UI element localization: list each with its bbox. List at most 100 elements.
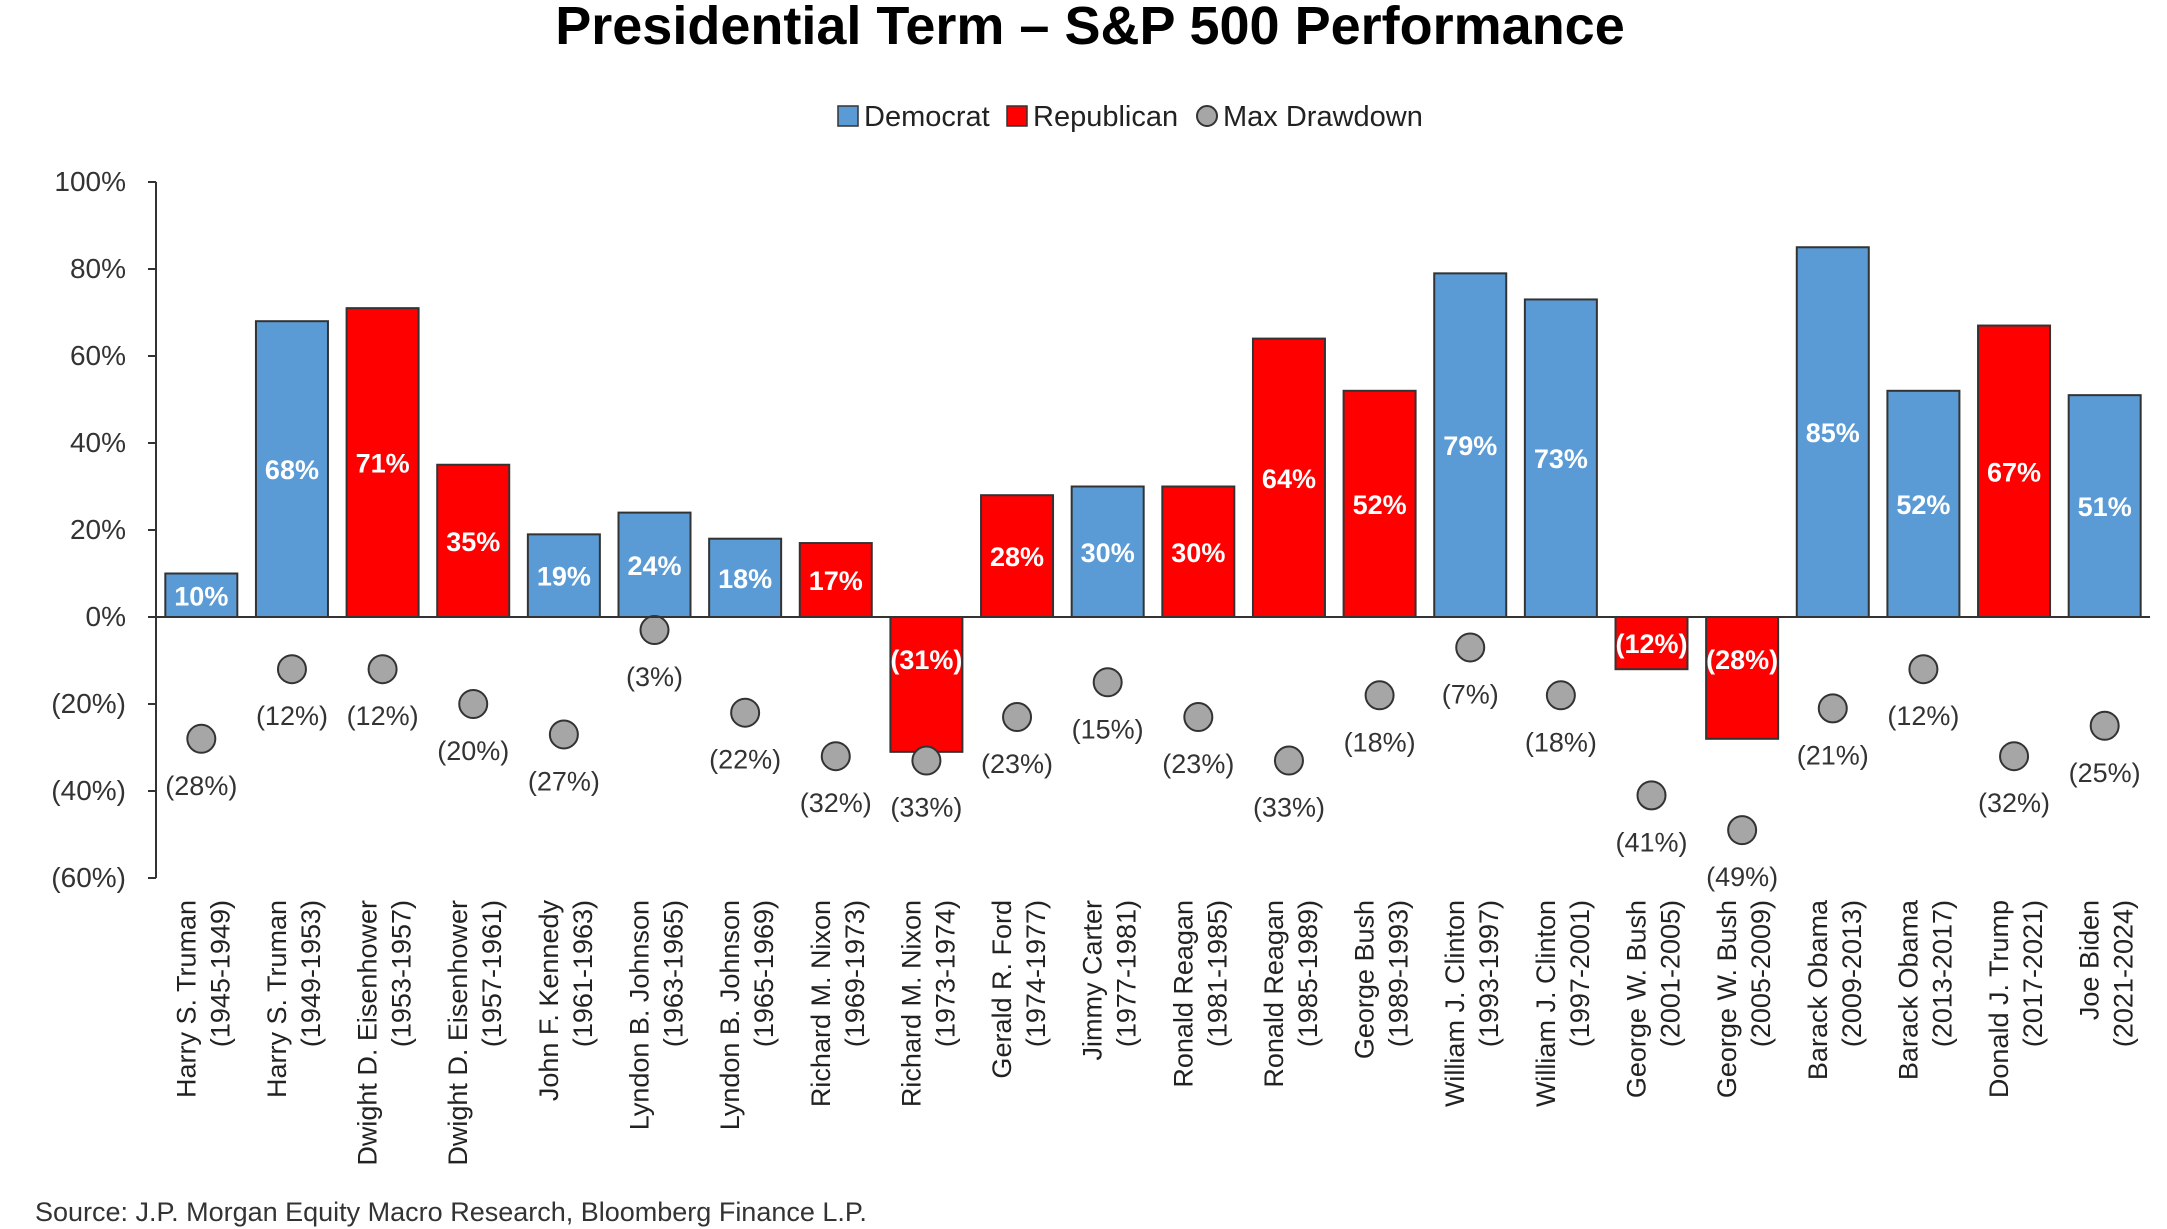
bar-value-label: (28%) bbox=[1706, 645, 1778, 675]
x-tick-years: (1981-1985) bbox=[1202, 900, 1232, 1047]
x-tick-years: (1974-1977) bbox=[1021, 900, 1051, 1047]
drawdown-label: (23%) bbox=[1162, 749, 1234, 779]
x-tick-label: George W. Bush (2001-2005) bbox=[1622, 900, 1686, 1098]
x-tick-years: (1963-1965) bbox=[659, 900, 689, 1047]
bar bbox=[1433, 272, 1508, 618]
drawdown-marker bbox=[1817, 693, 1848, 724]
drawdown-marker bbox=[730, 697, 761, 728]
legend: Democrat Republican Max Drawdown bbox=[837, 101, 1423, 133]
x-tick-years: (2017-2021) bbox=[2018, 900, 2048, 1047]
x-tick-years: (1993-1997) bbox=[1474, 900, 1504, 1047]
drawdown-marker bbox=[276, 654, 307, 685]
drawdown-marker bbox=[1727, 815, 1758, 846]
x-axis: Harry S. Truman (1945-1949) Harry S. Truma… bbox=[156, 616, 2150, 1166]
x-tick-label: Richard M. Nixon (1969-1973) bbox=[806, 900, 870, 1107]
drawdown-marker bbox=[186, 723, 217, 754]
drawdown-label: (18%) bbox=[1344, 727, 1416, 757]
x-tick-years: (2001-2005) bbox=[1656, 900, 1686, 1047]
x-tick-label: Harry S. Truman (1945-1949) bbox=[171, 900, 235, 1098]
drawdown-marker bbox=[1908, 654, 1939, 685]
x-tick-years: (1961-1963) bbox=[568, 900, 598, 1047]
drawdown-label: (49%) bbox=[1706, 862, 1778, 892]
y-tick-label: 0% bbox=[86, 601, 126, 632]
chart-title: Presidential Term – S&P 500 Performance bbox=[555, 0, 1625, 56]
y-tick-label: 100% bbox=[54, 166, 126, 197]
y-tick-label: 80% bbox=[70, 253, 126, 284]
x-tick-name: George Bush bbox=[1350, 900, 1380, 1059]
drawdown-label: (32%) bbox=[1978, 788, 2050, 818]
x-tick-name: George W. Bush bbox=[1622, 900, 1652, 1098]
bar bbox=[1705, 616, 1780, 740]
x-tick-name: Joe Biden bbox=[2075, 900, 2105, 1020]
drawdown-label: (3%) bbox=[626, 662, 683, 692]
x-tick-name: Ronald Reagan bbox=[1168, 900, 1198, 1088]
bar bbox=[1342, 389, 1417, 618]
drawdown-marker bbox=[1002, 702, 1033, 733]
x-tick-name: Barack Obama bbox=[1803, 899, 1833, 1080]
bar-value-label: (31%) bbox=[890, 645, 962, 675]
x-tick-years: (2005-2009) bbox=[1746, 900, 1776, 1047]
x-tick-name: Ronald Reagan bbox=[1259, 900, 1289, 1088]
drawdown-marker bbox=[1364, 680, 1395, 711]
drawdown-label: (21%) bbox=[1797, 740, 1869, 770]
x-tick-name: Dwight D. Eisenhower bbox=[443, 900, 473, 1166]
bar-value-label: 17% bbox=[809, 566, 863, 596]
bar bbox=[708, 537, 783, 619]
bar bbox=[1523, 298, 1598, 618]
x-tick-label: Dwight D. Eisenhower (1957-1961) bbox=[443, 900, 507, 1166]
bar-value-label: 30% bbox=[1171, 538, 1225, 568]
y-tick-label: (40%) bbox=[51, 775, 126, 806]
bar-value-label: 67% bbox=[1987, 457, 2041, 487]
drawdown-marker bbox=[1636, 780, 1667, 811]
bar bbox=[1977, 324, 2052, 618]
bar-value-label: (12%) bbox=[1615, 629, 1687, 659]
bar bbox=[1070, 485, 1145, 618]
y-tick-label: 20% bbox=[70, 514, 126, 545]
drawdown-marker bbox=[1545, 680, 1576, 711]
x-tick-name: Barack Obama bbox=[1893, 899, 1923, 1080]
x-tick-name: George W. Bush bbox=[1712, 900, 1742, 1098]
x-tick-label: Barack Obama (2013-2017) bbox=[1893, 899, 1957, 1080]
x-tick-label: Barack Obama (2009-2013) bbox=[1803, 899, 1867, 1080]
drawdown-label: (22%) bbox=[709, 745, 781, 775]
bar-value-label: 51% bbox=[2078, 492, 2132, 522]
drawdown-marker bbox=[639, 615, 670, 646]
x-tick-label: Jimmy Carter (1977-1981) bbox=[1078, 900, 1142, 1061]
x-tick-name: Jimmy Carter bbox=[1078, 900, 1108, 1061]
drawdown-marker bbox=[2089, 710, 2120, 741]
bar-value-label: 64% bbox=[1262, 464, 1316, 494]
x-tick-label: John F. Kennedy (1961-1963) bbox=[534, 900, 598, 1102]
bar-value-label: 28% bbox=[990, 542, 1044, 572]
bar-value-label: 35% bbox=[446, 527, 500, 557]
x-tick-name: Donald J. Trump bbox=[1984, 900, 2014, 1098]
drawdown-label: (41%) bbox=[1615, 827, 1687, 857]
drawdown-marker bbox=[1183, 702, 1214, 733]
x-tick-name: Richard M. Nixon bbox=[806, 900, 836, 1107]
drawdown-label: (27%) bbox=[528, 766, 600, 796]
x-tick-name: Gerald R. Ford bbox=[987, 900, 1017, 1079]
y-tick-label: 60% bbox=[70, 340, 126, 371]
bar-value-label: 85% bbox=[1806, 418, 1860, 448]
drawdown-label: (12%) bbox=[256, 701, 328, 731]
x-tick-name: William J. Clinton bbox=[1440, 900, 1470, 1107]
drawdown-label: (18%) bbox=[1525, 727, 1597, 757]
drawdown-label: (12%) bbox=[1887, 701, 1959, 731]
x-tick-label: Dwight D. Eisenhower (1953-1957) bbox=[353, 900, 417, 1166]
x-tick-years: (1985-1989) bbox=[1293, 900, 1323, 1047]
bar bbox=[2067, 394, 2142, 618]
bar-value-label: 10% bbox=[174, 581, 228, 611]
drawdown-marker bbox=[1092, 667, 1123, 698]
bar bbox=[1886, 389, 1961, 618]
x-tick-years: (1945-1949) bbox=[205, 900, 235, 1047]
bar bbox=[254, 320, 329, 618]
drawdown-label: (12%) bbox=[347, 701, 419, 731]
drawdown-marker bbox=[548, 719, 579, 750]
x-tick-years: (1957-1961) bbox=[477, 900, 507, 1047]
legend-label: Democrat bbox=[864, 101, 990, 133]
drawdown-label: (28%) bbox=[165, 771, 237, 801]
x-tick-years: (1953-1957) bbox=[387, 900, 417, 1047]
x-tick-label: Harry S. Truman (1949-1953) bbox=[262, 900, 326, 1098]
y-tick-label: 40% bbox=[70, 427, 126, 458]
drawdown-label: (23%) bbox=[981, 749, 1053, 779]
